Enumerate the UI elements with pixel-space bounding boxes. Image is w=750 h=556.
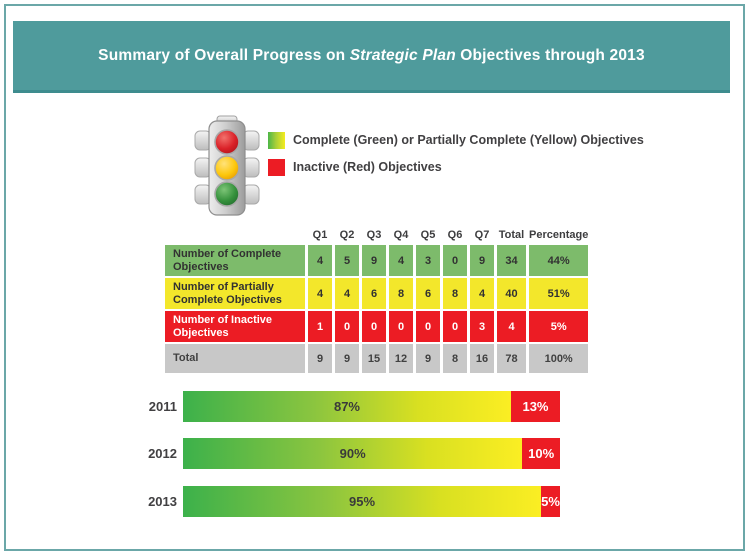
value-cell: 12	[389, 344, 413, 373]
table-row: Total 9 9 15 12 9 8 16 78 100%	[165, 344, 589, 373]
value-cell: 9	[470, 245, 494, 276]
column-header: Q6	[447, 229, 463, 241]
legend-item-inactive: Inactive (Red) Objectives	[268, 159, 644, 176]
page-title-prefix: Summary of Overall Progress on	[98, 46, 346, 64]
value-cell: 0	[389, 311, 413, 342]
value-cell: 9	[362, 245, 386, 276]
value-cell: 4	[308, 245, 332, 276]
bar-complete-segment: 90%	[183, 438, 523, 469]
value-cell: 3	[416, 245, 440, 276]
bar-complete-segment: 95%	[183, 486, 542, 517]
page-title-suffix: Objectives through 2013	[460, 46, 645, 64]
value-cell: 4	[335, 278, 359, 309]
value-cell: 9	[416, 344, 440, 373]
percentage-cell: 51%	[529, 278, 589, 309]
value-cell: 3	[470, 311, 494, 342]
bar-row: 2013 95% 5%	[141, 486, 560, 517]
value-cell: 0	[335, 311, 359, 342]
percentage-cell: 44%	[529, 245, 589, 276]
legend-item-complete: Complete (Green) or Partially Complete (…	[268, 132, 644, 149]
column-header: Total	[498, 229, 525, 241]
bar-track: 87% 13%	[183, 391, 560, 422]
value-cell: 5	[335, 245, 359, 276]
value-cell: 8	[389, 278, 413, 309]
legend: Complete (Green) or Partially Complete (…	[268, 132, 644, 186]
value-cell: 4	[470, 278, 494, 309]
value-cell: 6	[416, 278, 440, 309]
value-cell: 4	[308, 278, 332, 309]
bar-track: 90% 10%	[183, 438, 560, 469]
page-title: Summary of Overall Progress on Strategic …	[98, 47, 645, 65]
total-cell: 78	[497, 344, 526, 373]
value-cell: 0	[443, 311, 467, 342]
value-cell: 9	[308, 344, 332, 373]
bar-row: 2011 87% 13%	[141, 391, 560, 422]
bar-year-label: 2011	[148, 399, 177, 414]
table-row: Number of Inactive Objectives 1 0 0 0 0 0 3 4 5%	[165, 311, 589, 342]
percentage-cell: 5%	[529, 311, 589, 342]
bar-year-label: 2013	[148, 494, 177, 509]
bar-inactive-segment: 10%	[522, 438, 560, 469]
column-header: Q5	[420, 229, 436, 241]
bar-track: 95% 5%	[183, 486, 560, 517]
value-cell: 9	[335, 344, 359, 373]
row-label: Number of Complete Objectives	[165, 245, 305, 276]
total-cell: 34	[497, 245, 526, 276]
legend-label-inactive: Inactive (Red) Objectives	[293, 160, 442, 174]
value-cell: 1	[308, 311, 332, 342]
red-swatch-icon	[268, 159, 285, 176]
value-cell: 0	[416, 311, 440, 342]
row-label: Number of Inactive Objectives	[165, 311, 305, 342]
table-row: Number of Partially Complete Objectives 4…	[165, 278, 589, 309]
bar-row: 2012 90% 10%	[141, 438, 560, 469]
value-cell: 6	[362, 278, 386, 309]
value-cell: 8	[443, 344, 467, 373]
table-corner-cell	[165, 224, 305, 243]
legend-label-complete: Complete (Green) or Partially Complete (…	[293, 133, 644, 147]
column-header: Q4	[393, 229, 409, 241]
page-title-italic: Strategic Plan	[349, 46, 456, 64]
value-cell: 0	[362, 311, 386, 342]
objectives-summary-table: Q1 Q2 Q3 Q4 Q5 Q6 Q7 Total Percentage Number of C…	[162, 222, 591, 375]
column-header: Q3	[366, 229, 382, 241]
row-label: Number of Partially Complete Objectives	[165, 278, 305, 309]
bar-inactive-segment: 5%	[541, 486, 560, 517]
table-row: Number of Complete Objectives 4 5 9 4 3 0 9 34 44…	[165, 245, 589, 276]
bar-complete-segment: 87%	[183, 391, 511, 422]
traffic-light-icon	[194, 115, 260, 216]
green-yellow-swatch-icon	[268, 132, 285, 149]
value-cell: 15	[362, 344, 386, 373]
value-cell: 8	[443, 278, 467, 309]
column-header: Q7	[474, 229, 490, 241]
bar-year-label: 2012	[148, 446, 177, 461]
title-banner: Summary of Overall Progress on Strategic …	[13, 21, 730, 93]
total-cell: 4	[497, 311, 526, 342]
value-cell: 16	[470, 344, 494, 373]
row-label: Total	[165, 344, 305, 373]
column-header: Percentage	[529, 229, 589, 241]
column-header: Q1	[312, 229, 328, 241]
value-cell: 0	[443, 245, 467, 276]
table-header-row: Q1 Q2 Q3 Q4 Q5 Q6 Q7 Total Percentage	[165, 224, 589, 243]
value-cell: 4	[389, 245, 413, 276]
total-cell: 40	[497, 278, 526, 309]
bar-inactive-segment: 13%	[510, 391, 560, 422]
column-header: Q2	[339, 229, 355, 241]
percentage-cell: 100%	[529, 344, 589, 373]
